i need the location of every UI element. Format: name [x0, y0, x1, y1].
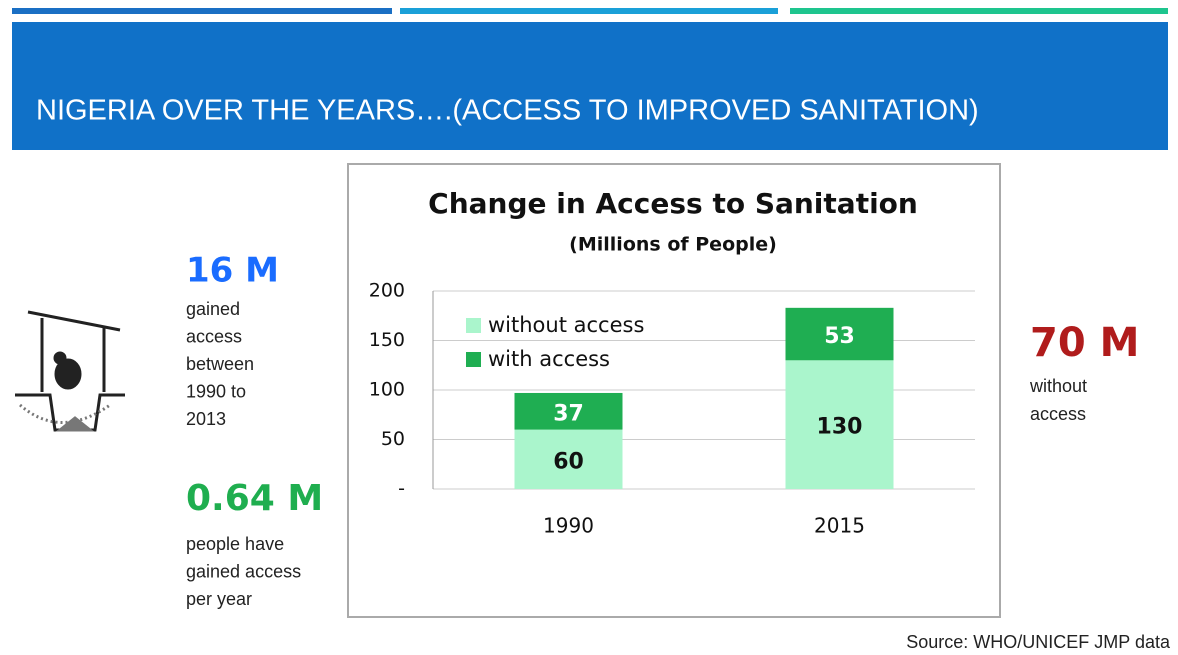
y-tick-label: 200	[369, 280, 405, 302]
y-tick-label: 100	[369, 379, 405, 401]
y-tick-label: -	[398, 478, 405, 500]
legend-swatch	[466, 352, 481, 367]
bar-segment	[785, 307, 894, 361]
stripe	[12, 8, 392, 14]
stat-caption: per year	[186, 589, 252, 609]
stat-caption: 1990 to	[186, 381, 246, 401]
data-label: 37	[553, 401, 584, 426]
stripe	[790, 8, 1168, 14]
stat-caption: people have	[186, 534, 284, 554]
bar-segment	[785, 360, 894, 489]
chart-title: Change in Access to Sanitation	[428, 187, 918, 220]
stat-caption: between	[186, 354, 254, 374]
bar-segment	[514, 429, 623, 489]
legend-label: with access	[488, 347, 610, 371]
bar-segment	[514, 392, 623, 430]
x-tick-label: 2015	[814, 514, 865, 538]
stat-caption: 2013	[186, 409, 226, 429]
stripe	[400, 8, 778, 14]
banner	[12, 22, 1168, 150]
y-tick-label: 50	[381, 428, 405, 450]
stat-value: 70 M	[1030, 320, 1139, 366]
stat-caption: gained access	[186, 561, 301, 581]
legend-swatch	[466, 318, 481, 333]
stat-caption: without	[1029, 376, 1087, 396]
stat-caption: access	[186, 326, 242, 346]
stat-caption: gained	[186, 299, 240, 319]
y-tick-label: 150	[369, 329, 405, 351]
latrine-icon	[15, 310, 125, 432]
x-tick-label: 1990	[543, 514, 594, 538]
chart-subtitle: (Millions of People)	[569, 234, 777, 256]
data-label: 130	[817, 415, 863, 440]
stat-caption: access	[1030, 404, 1086, 424]
stat-value: 0.64 M	[186, 478, 323, 519]
slide-title: NIGERIA OVER THE YEARS….(ACCESS TO IMPRO…	[36, 95, 979, 127]
stat-value: 16 M	[186, 251, 279, 291]
data-label: 53	[824, 324, 855, 349]
legend-label: without access	[488, 313, 644, 337]
source: Source: WHO/UNICEF JMP data	[906, 632, 1171, 652]
data-label: 60	[553, 449, 584, 474]
